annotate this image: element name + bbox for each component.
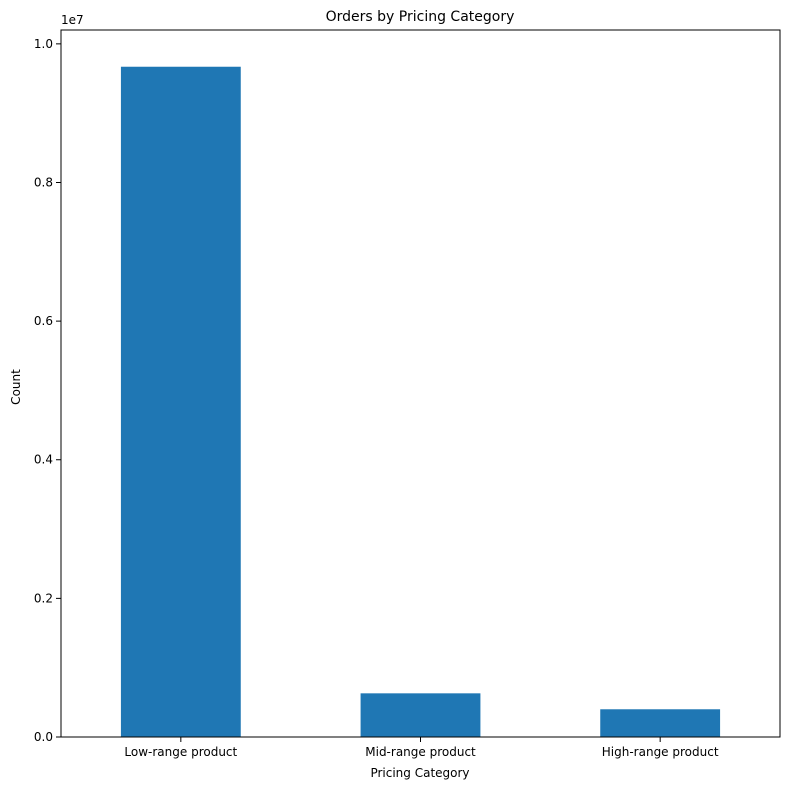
bar-mid-range-product (360, 693, 481, 737)
y-tick-label: 1.0 (34, 37, 53, 51)
x-axis-label: Pricing Category (370, 766, 469, 780)
y-tick-label: 0.0 (34, 730, 53, 744)
bar-high-range-product (600, 709, 721, 737)
y-axis-scale-note: 1e7 (61, 13, 84, 27)
plot-area-frame (60, 29, 781, 738)
y-tick-label: 0.2 (34, 591, 53, 605)
axes-group: Low-range product Mid-range product High-r… (34, 29, 781, 759)
y-tick-label: 0.4 (34, 453, 53, 467)
y-tick-label: 0.6 (34, 314, 53, 328)
y-axis-label: Count (9, 369, 23, 405)
x-tick-label: High-range product (602, 745, 719, 759)
bar-low-range-product (120, 66, 241, 738)
y-tick-label: 0.8 (34, 175, 53, 189)
bars-group (120, 66, 721, 738)
x-tick-label: Low-range product (124, 745, 237, 759)
chart-title: Orders by Pricing Category (326, 9, 515, 25)
x-tick-label: Mid-range product (365, 745, 476, 759)
